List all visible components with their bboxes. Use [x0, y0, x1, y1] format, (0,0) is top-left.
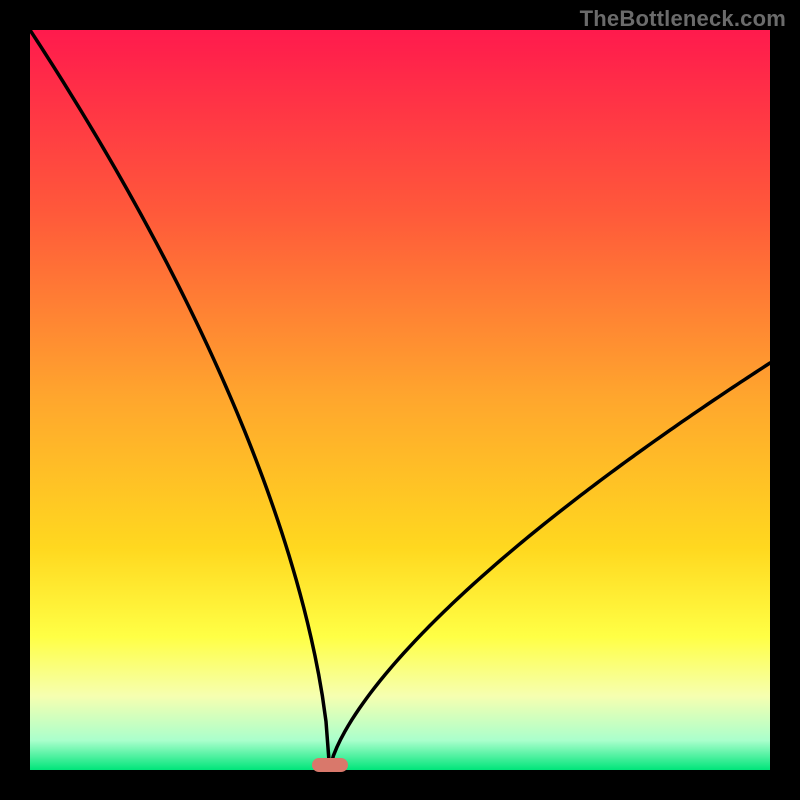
chart-plot-area	[30, 30, 770, 770]
bottleneck-curve	[30, 30, 770, 770]
watermark: TheBottleneck.com	[580, 6, 786, 32]
curve-path	[30, 30, 770, 770]
optimal-point-marker	[312, 758, 348, 772]
